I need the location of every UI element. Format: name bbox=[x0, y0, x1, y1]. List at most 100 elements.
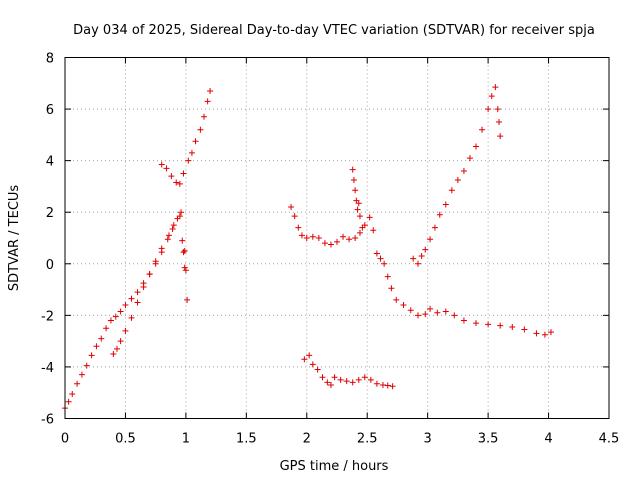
data-point bbox=[315, 235, 322, 241]
data-point bbox=[158, 245, 165, 252]
data-point bbox=[407, 307, 414, 314]
data-point bbox=[83, 362, 90, 369]
data-point bbox=[178, 209, 185, 216]
data-point bbox=[69, 391, 76, 398]
data-point bbox=[422, 246, 429, 253]
data-point bbox=[355, 376, 362, 383]
data-point bbox=[381, 260, 388, 267]
data-point bbox=[393, 296, 400, 303]
x-tick-label: 4.5 bbox=[599, 432, 620, 447]
data-point bbox=[309, 233, 316, 240]
data-point bbox=[192, 138, 199, 145]
series-arc1-tail bbox=[179, 237, 191, 303]
data-point bbox=[343, 378, 350, 385]
data-point bbox=[533, 330, 540, 337]
data-point bbox=[319, 374, 326, 381]
data-point bbox=[288, 204, 295, 211]
data-point bbox=[324, 379, 331, 386]
data-point bbox=[340, 233, 347, 240]
data-point bbox=[454, 176, 461, 183]
data-point bbox=[349, 379, 356, 386]
data-point bbox=[204, 98, 211, 105]
data-point bbox=[466, 155, 473, 162]
data-point bbox=[359, 224, 366, 231]
data-point bbox=[301, 356, 308, 363]
data-point bbox=[309, 361, 316, 368]
x-tick-label: 0 bbox=[61, 432, 69, 447]
data-point bbox=[460, 317, 467, 324]
y-tick-label: 8 bbox=[46, 52, 54, 67]
data-point bbox=[88, 352, 95, 359]
x-tick-label: 1.5 bbox=[236, 432, 257, 447]
data-point bbox=[107, 317, 114, 324]
data-point bbox=[176, 180, 183, 187]
data-point bbox=[327, 241, 334, 248]
data-point bbox=[168, 173, 175, 180]
data-point bbox=[140, 283, 147, 290]
data-point bbox=[352, 235, 359, 241]
data-point bbox=[295, 224, 302, 231]
grid bbox=[65, 57, 609, 419]
data-point bbox=[427, 236, 434, 243]
data-point bbox=[180, 170, 187, 177]
data-point bbox=[113, 345, 120, 352]
data-point bbox=[541, 331, 548, 338]
x-tick-label: 1 bbox=[182, 432, 190, 447]
data-point bbox=[165, 232, 172, 239]
data-point bbox=[492, 84, 499, 91]
data-point bbox=[170, 222, 177, 229]
x-tick-label: 2 bbox=[303, 432, 311, 447]
data-point bbox=[201, 113, 208, 120]
data-point bbox=[356, 213, 363, 220]
data-point bbox=[197, 126, 204, 133]
data-point bbox=[485, 321, 492, 328]
data-point bbox=[448, 187, 455, 194]
x-axis-label: GPS time / hours bbox=[280, 459, 389, 474]
data-point bbox=[400, 302, 407, 309]
plot-frame bbox=[64, 57, 610, 419]
data-point bbox=[98, 335, 105, 342]
data-point bbox=[93, 343, 100, 350]
series-arc2 bbox=[110, 213, 183, 358]
data-point bbox=[442, 201, 449, 208]
data-point bbox=[473, 320, 480, 327]
data-point bbox=[497, 133, 504, 140]
data-point bbox=[418, 253, 425, 260]
chart-title: Day 034 of 2025, Sidereal Day-to-day VTE… bbox=[73, 23, 595, 38]
data-point bbox=[494, 106, 501, 113]
y-tick-label: 0 bbox=[46, 258, 54, 273]
series-arc4 bbox=[288, 204, 554, 338]
data-point bbox=[128, 314, 135, 321]
data-point bbox=[306, 352, 313, 359]
y-tick-label: -2 bbox=[41, 309, 54, 324]
data-point bbox=[158, 161, 165, 168]
data-point bbox=[434, 309, 441, 316]
data-point bbox=[65, 398, 72, 405]
data-point bbox=[350, 176, 357, 183]
x-tick-label: 4 bbox=[544, 432, 552, 447]
data-point bbox=[185, 157, 192, 164]
data-point bbox=[303, 235, 310, 241]
data-point bbox=[479, 126, 486, 133]
data-point bbox=[521, 326, 528, 333]
data-point bbox=[497, 322, 504, 329]
data-point bbox=[384, 273, 391, 280]
data-point bbox=[321, 240, 328, 247]
data-point bbox=[488, 93, 495, 100]
data-point bbox=[422, 311, 429, 318]
data-point bbox=[431, 224, 438, 231]
data-point bbox=[327, 381, 334, 388]
data-point bbox=[179, 237, 186, 244]
axis-ticks: 0 0.5 1 1.5 2 2.5 3 3.5 4 4.5 -6 -4 -2 0 2 4 6 8 bbox=[41, 52, 619, 447]
data-point bbox=[152, 258, 159, 265]
series-arc5 bbox=[301, 352, 396, 390]
data-point bbox=[134, 299, 141, 306]
data-point bbox=[181, 264, 188, 271]
data-point bbox=[128, 295, 135, 302]
y-tick-label: -6 bbox=[41, 413, 54, 428]
data-point bbox=[298, 232, 305, 239]
data-point bbox=[182, 267, 189, 274]
data-point bbox=[181, 247, 188, 254]
data-point bbox=[184, 296, 191, 303]
